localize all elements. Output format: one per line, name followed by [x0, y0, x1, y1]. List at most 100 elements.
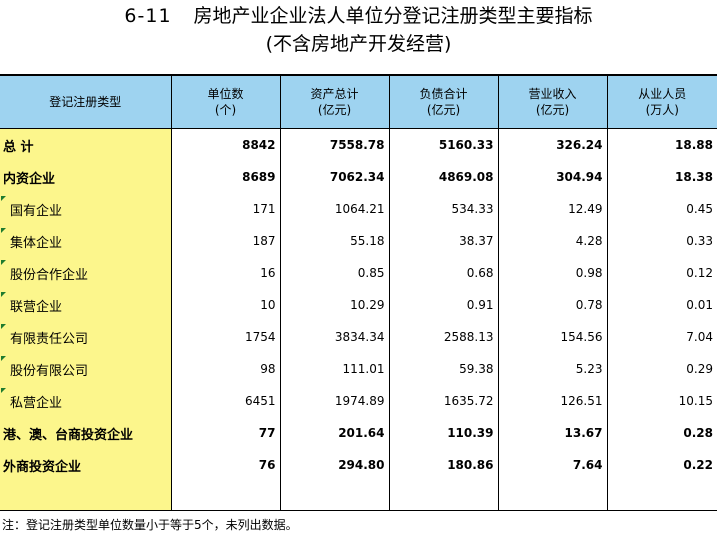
header-revenue: 营业收入 (亿元)	[498, 76, 608, 129]
row-label: 联营企业	[0, 289, 172, 321]
header-label: 资产总计	[310, 87, 359, 101]
cell-value: 98	[171, 353, 281, 385]
cell-value: 7.04	[686, 330, 713, 344]
cell-value: 16	[171, 257, 281, 289]
table-row: 有限责任公司 1754 3834.34 2588.13 154.56 7.04	[0, 321, 717, 353]
cell-value: 5160.33	[389, 128, 499, 161]
cell-value: 534.33	[389, 193, 499, 225]
cell-value: 0.45	[686, 202, 713, 216]
cell-value: 7062.34	[280, 161, 390, 193]
row-label: 港、澳、台商投资企业	[0, 417, 172, 449]
cell-value: 77	[171, 417, 281, 449]
cell-value: 12.49	[498, 193, 608, 225]
cell-value: 1754	[171, 321, 281, 353]
cell-value: 4.28	[498, 225, 608, 257]
row-label: 国有企业	[0, 193, 172, 225]
cell-value: 0.78	[498, 289, 608, 321]
header-label: 负债合计	[419, 87, 468, 101]
cell-value: 1064.21	[280, 193, 390, 225]
cell-value: 111.01	[280, 353, 390, 385]
filler-cell	[280, 481, 390, 510]
filler-cell	[498, 481, 608, 510]
cell-value: 0.29	[686, 362, 713, 376]
cell-value: 8689	[171, 161, 281, 193]
cell-value: 0.28	[683, 426, 713, 440]
row-label: 内资企业	[0, 161, 172, 193]
cell-value: 13.67	[498, 417, 608, 449]
header-label: 登记注册类型	[49, 95, 122, 109]
cell-value: 304.94	[498, 161, 608, 193]
cell-value: 6451	[171, 385, 281, 417]
cell-value: 55.18	[280, 225, 390, 257]
header-registration-type: 登记注册类型	[0, 76, 172, 129]
cell-value: 0.91	[389, 289, 499, 321]
header-unit: (个)	[214, 103, 237, 117]
header-label: 从业人员	[638, 87, 687, 101]
cell-value: 110.39	[389, 417, 499, 449]
table-filler-row	[0, 481, 717, 510]
table-row: 总 计 8842 7558.78 5160.33 326.24 18.88	[0, 128, 717, 161]
row-label: 股份有限公司	[0, 353, 172, 385]
cell-value: 187	[171, 225, 281, 257]
cell-value: 10	[171, 289, 281, 321]
cell-value: 59.38	[389, 353, 499, 385]
cell-value: 294.80	[280, 449, 390, 481]
header-unit: (亿元)	[317, 103, 352, 117]
cell-value: 8842	[171, 128, 281, 161]
cell-value: 4869.08	[389, 161, 499, 193]
header-label: 单位数	[207, 87, 244, 101]
cell-value: 0.22	[683, 458, 713, 472]
row-label: 外商投资企业	[0, 449, 172, 481]
table-subtitle: (不含房地产开发经营)	[265, 33, 452, 55]
cell-value: 0.98	[498, 257, 608, 289]
header-total-assets: 资产总计 (亿元)	[280, 76, 390, 129]
table-row: 国有企业 171 1064.21 534.33 12.49 0.45	[0, 193, 717, 225]
cell-value: 5.23	[498, 353, 608, 385]
table-row: 联营企业 10 10.29 0.91 0.78 0.01	[0, 289, 717, 321]
header-label: 营业收入	[528, 87, 577, 101]
header-unit: (亿元)	[426, 103, 461, 117]
cell-value: 154.56	[498, 321, 608, 353]
cell-value: 0.85	[280, 257, 390, 289]
table-title: 6-11 房地产业企业法人单位分登记注册类型主要指标	[0, 4, 717, 29]
filler-cell	[171, 481, 281, 510]
header-units: 单位数 (个)	[171, 76, 281, 129]
header-employees: 从业人员 (万人)	[607, 76, 717, 129]
cell-value: 326.24	[498, 128, 608, 161]
header-total-liabilities: 负债合计 (亿元)	[389, 76, 499, 129]
table-row: 股份有限公司 98 111.01 59.38 5.23 0.29	[0, 353, 717, 385]
cell-value: 38.37	[389, 225, 499, 257]
cell-value: 1974.89	[280, 385, 390, 417]
data-table-frame: 登记注册类型 单位数 (个) 资产总计 (亿元) 负债合计 (亿元) 营业收入 (亿元)…	[0, 74, 717, 511]
row-label: 有限责任公司	[0, 321, 172, 353]
row-label: 私营企业	[0, 385, 172, 417]
cell-value: 2588.13	[389, 321, 499, 353]
table-row: 集体企业 187 55.18 38.37 4.28 0.33	[0, 225, 717, 257]
cell-value: 10.29	[280, 289, 390, 321]
cell-value: 7558.78	[280, 128, 390, 161]
cell-value: 3834.34	[280, 321, 390, 353]
row-label: 集体企业	[0, 225, 172, 257]
filler-cell	[607, 481, 717, 510]
table-body: 总 计 8842 7558.78 5160.33 326.24 18.88 内资企业 8689…	[0, 128, 717, 510]
header-row: 登记注册类型 单位数 (个) 资产总计 (亿元) 负债合计 (亿元) 营业收入 (亿元)…	[0, 76, 717, 129]
row-label: 总 计	[0, 128, 172, 161]
cell-value: 171	[171, 193, 281, 225]
cell-value: 18.88	[675, 138, 713, 152]
cell-value: 0.01	[686, 298, 713, 312]
table-row: 外商投资企业 76 294.80 180.86 7.64 0.22	[0, 449, 717, 481]
cell-value: 18.38	[675, 170, 713, 184]
cell-value: 126.51	[498, 385, 608, 417]
cell-value: 0.68	[389, 257, 499, 289]
cell-value: 180.86	[389, 449, 499, 481]
cell-value: 201.64	[280, 417, 390, 449]
cell-value: 76	[171, 449, 281, 481]
cell-value: 1635.72	[389, 385, 499, 417]
footnote: 注：登记注册类型单位数量小于等于5个，未列出数据。	[2, 518, 298, 532]
cell-value: 10.15	[678, 394, 713, 408]
data-table: 登记注册类型 单位数 (个) 资产总计 (亿元) 负债合计 (亿元) 营业收入 (亿元)…	[0, 76, 717, 510]
table-row: 内资企业 8689 7062.34 4869.08 304.94 18.38	[0, 161, 717, 193]
table-row: 私营企业 6451 1974.89 1635.72 126.51 10.15	[0, 385, 717, 417]
table-row: 港、澳、台商投资企业 77 201.64 110.39 13.67 0.28	[0, 417, 717, 449]
row-label: 股份合作企业	[0, 257, 172, 289]
